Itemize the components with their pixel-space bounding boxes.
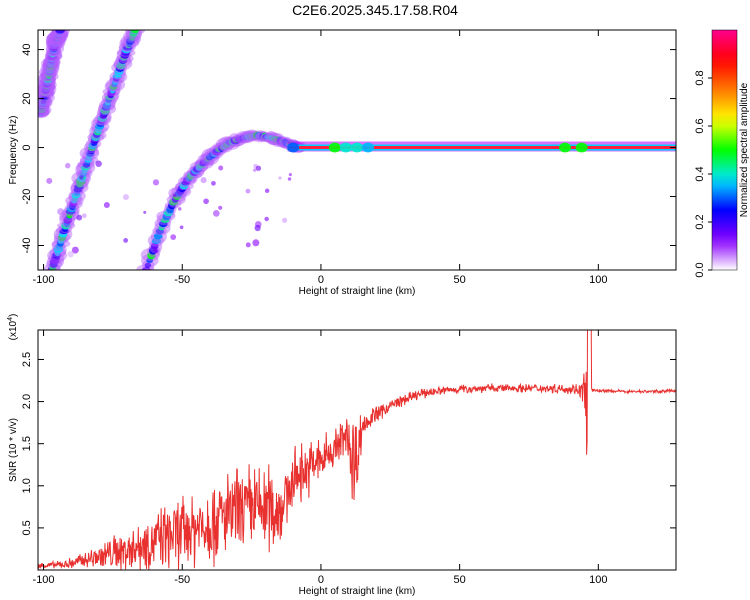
feature-2-core-7 — [153, 232, 163, 240]
feature-1-core-89 — [131, 30, 140, 34]
multiplier-close: ) — [8, 314, 19, 317]
speck-38 — [264, 216, 269, 222]
snr-xlabel: Height of straight line (km) — [299, 586, 416, 597]
heatmap-xtick-label-2: 0 — [318, 274, 324, 286]
speck-32 — [82, 213, 87, 219]
speck-33 — [281, 217, 288, 223]
chart-title: C2E6.2025.345.17.58.R04 — [292, 2, 458, 18]
speck-24 — [143, 210, 147, 214]
colorbar-tick-label-1: 0.2 — [694, 214, 706, 229]
speck-0 — [200, 177, 207, 184]
multiplier-base: (x10 — [8, 320, 19, 340]
speck-15 — [212, 210, 220, 217]
colorbar-label: Normalized spectral amplitude — [739, 82, 750, 217]
speck-16 — [57, 208, 64, 215]
speck-29 — [278, 176, 282, 180]
speck-36 — [123, 238, 129, 243]
speck-35 — [122, 194, 129, 201]
speck-10 — [71, 246, 79, 254]
snr-ytick-label-3: 2.0 — [21, 394, 33, 409]
heatmap-xlabel: Height of straight line (km) — [299, 286, 416, 297]
carrier-bump-3 — [351, 142, 363, 153]
speck-8 — [264, 188, 270, 194]
speck-30 — [253, 168, 257, 172]
speck-14 — [218, 205, 223, 210]
speck-23 — [288, 173, 292, 177]
snr-series-line — [38, 330, 676, 570]
feature-2-core-6 — [151, 237, 162, 245]
speck-11 — [95, 160, 102, 167]
feature-2-core-1 — [144, 262, 152, 268]
speck-39 — [64, 162, 71, 169]
heatmap-ytick-label-0: -40 — [21, 238, 33, 254]
snr-ytick-label-4: 2.5 — [21, 352, 33, 367]
heatmap-xtick-label-4: 100 — [589, 274, 607, 286]
speck-37 — [211, 180, 216, 186]
snr-xtick-label-0: -100 — [33, 574, 55, 586]
feature-2-core-5 — [150, 242, 159, 250]
snr-ytick-label-1: 1.0 — [21, 478, 33, 493]
snr-xtick-label-3: 50 — [454, 574, 466, 586]
speck-28 — [46, 177, 53, 184]
snr-ylabel: SNR (10 * v/v) — [8, 418, 19, 482]
snr-ytick-label-0: 0.5 — [21, 520, 33, 535]
speck-5 — [79, 175, 84, 180]
carrier-bump-5 — [559, 142, 572, 153]
speck-26 — [287, 177, 292, 181]
speck-17 — [153, 247, 159, 254]
heatmap-frame — [37, 29, 677, 271]
heatmap-ytick-label-2: 0 — [21, 144, 33, 150]
carrier-bump-1 — [328, 142, 341, 153]
heatmap-ytick-label-1: -20 — [21, 189, 33, 205]
speck-4 — [245, 188, 251, 194]
colorbar — [711, 29, 738, 271]
feature-0-core-89 — [55, 30, 65, 34]
speck-21 — [252, 239, 260, 247]
heatmap-xtick-label-3: 50 — [454, 274, 466, 286]
snr-xtick-label-1: -50 — [174, 574, 190, 586]
colorbar-tick-label-3: 0.6 — [694, 118, 706, 133]
carrier-bump-2 — [339, 142, 352, 153]
snr-xtick-label-4: 100 — [589, 574, 607, 586]
speck-2 — [218, 165, 224, 171]
heatmap-ylabel: Frequency (Hz) — [8, 116, 19, 185]
heatmap-ytick-label-4: 40 — [21, 43, 33, 55]
speck-7 — [152, 179, 160, 186]
speck-31 — [203, 198, 209, 205]
snr-multiplier-label: (x104) — [7, 314, 19, 341]
carrier-bump-6 — [575, 142, 588, 153]
speck-27 — [254, 224, 261, 232]
snr-frame — [37, 329, 677, 571]
colorbar-tick-label-0: 0.0 — [694, 262, 706, 277]
speck-34 — [172, 193, 177, 198]
heatmap-xtick-label-0: -100 — [33, 274, 55, 286]
heatmap-ytick-label-3: 20 — [21, 92, 33, 104]
speck-18 — [67, 250, 74, 258]
speck-9 — [255, 165, 262, 171]
carrier-bump-4 — [362, 142, 375, 153]
colorbar-tick-label-4: 0.8 — [694, 70, 706, 85]
speck-1 — [179, 225, 184, 230]
snr-ytick-label-2: 1.5 — [21, 436, 33, 451]
heatmap-xtick-label-1: -50 — [174, 274, 190, 286]
speck-19 — [178, 207, 182, 211]
heatmap-plot-area — [38, 30, 676, 270]
speck-25 — [76, 214, 83, 221]
speck-12 — [245, 242, 251, 248]
speck-20 — [170, 234, 177, 241]
snr-xtick-label-2: 0 — [318, 574, 324, 586]
speck-6 — [78, 200, 82, 204]
carrier-bump-0 — [287, 142, 300, 153]
multiplier-exponent: 4 — [7, 317, 14, 321]
speck-22 — [103, 202, 110, 209]
colorbar-tick-label-2: 0.4 — [694, 166, 706, 181]
